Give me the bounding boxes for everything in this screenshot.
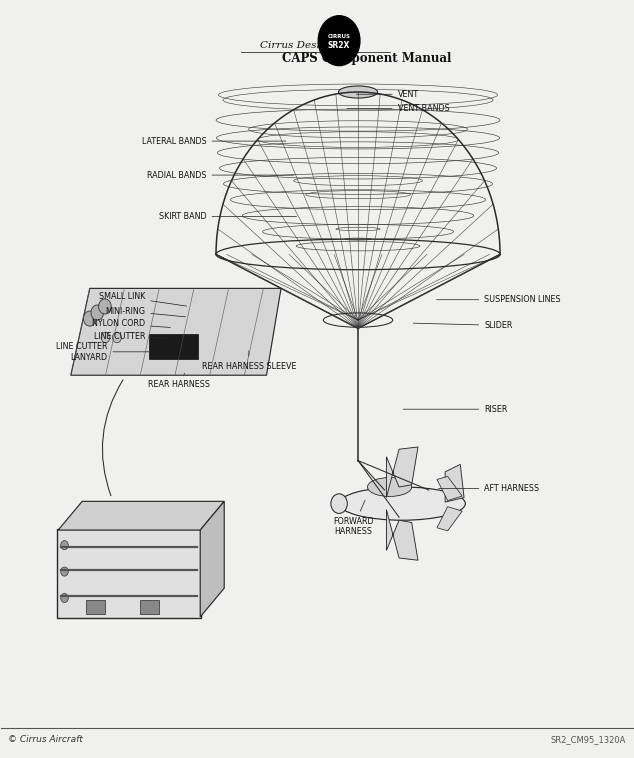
Text: © Cirrus Aircraft: © Cirrus Aircraft bbox=[8, 735, 82, 744]
Text: Cirrus Design: Cirrus Design bbox=[260, 41, 333, 50]
FancyBboxPatch shape bbox=[139, 600, 158, 614]
Polygon shape bbox=[437, 477, 462, 500]
Ellipse shape bbox=[368, 478, 411, 496]
Text: REAR HARNESS: REAR HARNESS bbox=[148, 373, 210, 389]
FancyBboxPatch shape bbox=[149, 334, 198, 359]
Text: VENT: VENT bbox=[356, 89, 419, 99]
FancyBboxPatch shape bbox=[57, 528, 202, 619]
Circle shape bbox=[112, 332, 121, 343]
Text: LATERAL BANDS: LATERAL BANDS bbox=[142, 136, 286, 146]
Text: SLIDER: SLIDER bbox=[413, 321, 513, 330]
Text: SMALL LINK: SMALL LINK bbox=[99, 292, 187, 306]
Circle shape bbox=[84, 311, 96, 326]
Polygon shape bbox=[200, 501, 224, 617]
FancyBboxPatch shape bbox=[86, 600, 105, 614]
Text: SKIRT BAND: SKIRT BAND bbox=[159, 212, 297, 221]
Text: VENT BANDS: VENT BANDS bbox=[347, 104, 450, 113]
Ellipse shape bbox=[339, 487, 465, 520]
Circle shape bbox=[61, 594, 68, 603]
Text: LINE CUTTER: LINE CUTTER bbox=[94, 332, 168, 341]
Text: SR2X: SR2X bbox=[328, 42, 350, 51]
Circle shape bbox=[318, 16, 360, 66]
Polygon shape bbox=[387, 447, 418, 497]
Polygon shape bbox=[445, 465, 464, 502]
Circle shape bbox=[331, 493, 347, 513]
Text: NYLON CORD: NYLON CORD bbox=[92, 319, 171, 328]
Circle shape bbox=[91, 305, 103, 320]
Circle shape bbox=[61, 540, 68, 550]
Text: CIRRUS: CIRRUS bbox=[328, 33, 351, 39]
Polygon shape bbox=[71, 288, 281, 375]
Text: SR2_CM95_1320A: SR2_CM95_1320A bbox=[551, 735, 626, 744]
Text: SUSPENSION LINES: SUSPENSION LINES bbox=[437, 295, 561, 304]
Text: MINI-RING: MINI-RING bbox=[105, 306, 186, 317]
Text: AFT HARNESS: AFT HARNESS bbox=[439, 484, 540, 493]
Polygon shape bbox=[387, 509, 418, 560]
Circle shape bbox=[61, 567, 68, 576]
Circle shape bbox=[99, 299, 111, 314]
Text: CAPS Component Manual: CAPS Component Manual bbox=[282, 52, 451, 64]
Text: RISER: RISER bbox=[403, 405, 508, 414]
Text: RADIAL BANDS: RADIAL BANDS bbox=[147, 171, 294, 180]
Text: FORWARD
HARNESS: FORWARD HARNESS bbox=[333, 500, 374, 536]
Circle shape bbox=[101, 332, 110, 343]
Polygon shape bbox=[437, 506, 462, 531]
Ellipse shape bbox=[339, 86, 378, 98]
Text: REAR HARNESS SLEEVE: REAR HARNESS SLEEVE bbox=[202, 351, 296, 371]
Text: LINE CUTTER
LANYARD: LINE CUTTER LANYARD bbox=[56, 342, 149, 362]
Polygon shape bbox=[58, 501, 224, 530]
